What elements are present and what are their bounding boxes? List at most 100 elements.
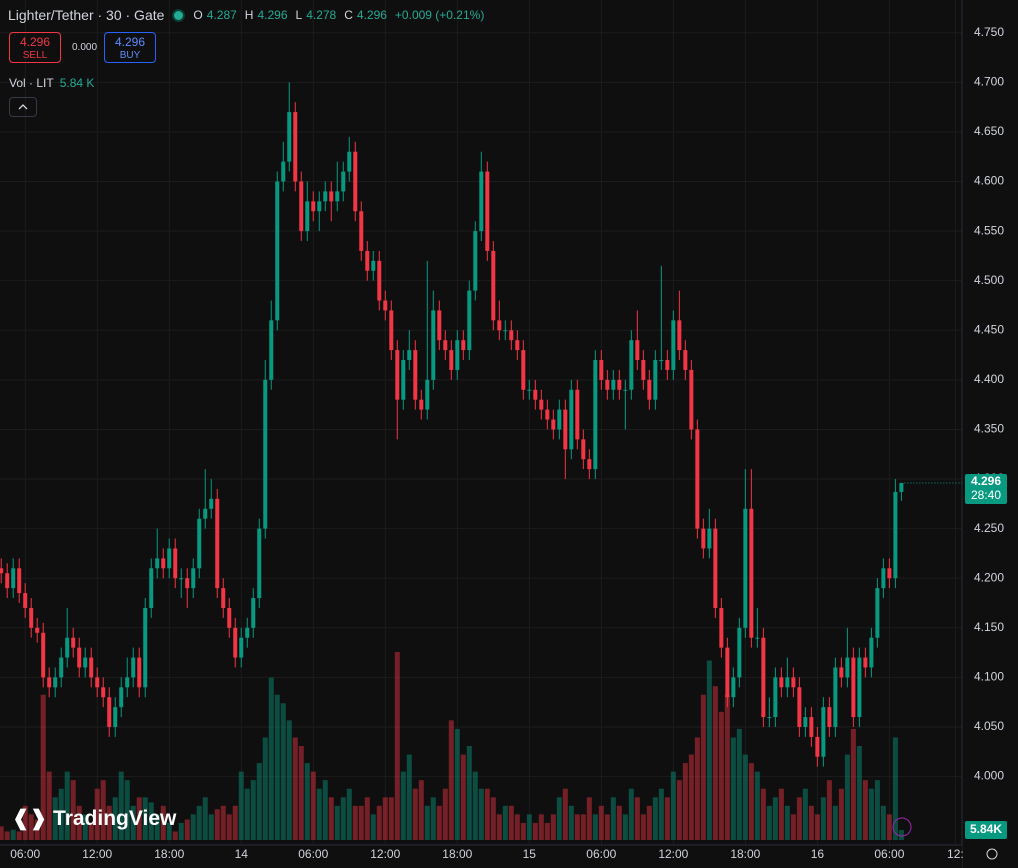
volume-bar	[844, 754, 850, 840]
volume-bar	[898, 830, 904, 840]
candle-body	[41, 632, 46, 678]
candle-body	[539, 399, 544, 410]
volume-bar	[772, 797, 778, 840]
volume-bar	[370, 814, 376, 840]
candle-body	[737, 627, 742, 678]
volume-bar	[76, 805, 82, 840]
candle-body	[53, 677, 58, 688]
candle-body	[467, 290, 472, 351]
chevron	[18, 104, 28, 110]
candle-body	[743, 508, 748, 628]
y-tick-label: 4.050	[974, 719, 1004, 733]
volume-bar	[856, 746, 862, 840]
volume-bar	[166, 822, 172, 840]
volume-bar	[640, 814, 646, 840]
candle-body	[665, 360, 670, 370]
candle-body	[293, 112, 298, 182]
volume-bar	[214, 809, 220, 840]
candle-body	[875, 588, 880, 638]
volume-bar	[34, 819, 40, 840]
volume-bar	[430, 797, 436, 840]
x-tick-label: 15	[523, 847, 537, 861]
candle-body	[11, 568, 16, 589]
candle-body	[245, 627, 250, 638]
candle-body	[107, 697, 112, 727]
candle-body	[215, 498, 220, 589]
candle-body	[191, 568, 196, 589]
candle-body	[833, 667, 838, 727]
volume-bar	[274, 694, 280, 840]
x-tick-label: 06:00	[298, 847, 328, 861]
candle-body	[419, 399, 424, 410]
candle-body	[869, 637, 874, 668]
candle-body	[491, 250, 496, 321]
volume-bar	[304, 763, 310, 840]
collapse-button[interactable]	[9, 97, 37, 117]
candle-body	[515, 340, 520, 351]
volume-bar	[718, 711, 724, 840]
volume-bar	[526, 814, 532, 840]
volume-bar	[538, 814, 544, 840]
volume-bar	[154, 814, 160, 840]
volume-bar	[814, 814, 820, 840]
volume-bar	[226, 814, 232, 840]
price-axis-bg	[962, 0, 1018, 868]
volume-bar	[112, 797, 118, 840]
x-tick-label: 06:00	[10, 847, 40, 861]
volume-bar	[448, 720, 454, 840]
candle-body	[899, 482, 904, 492]
volume-bar	[208, 814, 214, 840]
candle-body	[239, 637, 244, 658]
volume-bar	[820, 797, 826, 840]
volume-bar	[646, 805, 652, 840]
volume-value: 5.84 K	[59, 76, 95, 90]
volume-bar	[412, 788, 418, 840]
candle-body	[185, 578, 190, 589]
candle-body	[635, 340, 640, 361]
candle-body	[233, 627, 238, 658]
volume-bar	[28, 814, 34, 840]
volume-bar	[580, 814, 586, 840]
candle-body	[641, 360, 646, 380]
candle-body	[857, 657, 862, 718]
candle-body	[197, 518, 202, 569]
buy-button[interactable]: 4.296 BUY	[104, 32, 156, 63]
x-tick-label: 12:00	[82, 847, 112, 861]
volume-bar	[88, 822, 94, 840]
candle-body	[863, 657, 868, 668]
volume-bar	[136, 797, 142, 840]
sell-button[interactable]: 4.296 SELL	[9, 32, 61, 63]
volume-bar	[52, 797, 58, 840]
volume-bar	[238, 771, 244, 840]
y-tick-label: 4.700	[974, 74, 1004, 88]
volume-bar	[754, 771, 760, 840]
volume-bar	[490, 797, 496, 840]
candle-body	[575, 389, 580, 440]
x-tick-label: 06:00	[874, 847, 904, 861]
candle-body	[401, 360, 406, 400]
volume-bar	[160, 805, 166, 840]
volume-bar	[670, 771, 676, 840]
candle-body	[437, 310, 442, 341]
volume-bar	[862, 780, 868, 840]
volume-bar	[0, 826, 4, 840]
candle-body	[881, 568, 886, 589]
volume-bar	[784, 805, 790, 840]
candle-body	[755, 637, 760, 639]
buy-price: 4.296	[114, 35, 146, 49]
x-tick-label: 18:00	[442, 847, 472, 861]
volume-bar	[688, 754, 694, 840]
volume-bar	[124, 780, 130, 840]
candle-body	[305, 201, 310, 232]
volume-bar	[682, 763, 688, 840]
candle-body	[65, 637, 70, 658]
volume-bar	[550, 814, 556, 840]
candle-body	[473, 231, 478, 291]
candle-body	[455, 340, 460, 370]
volume-bar	[220, 805, 226, 840]
candle-body	[227, 607, 232, 628]
volume-bar	[196, 805, 202, 840]
volume-bar	[346, 788, 352, 840]
volume-bar	[148, 802, 154, 840]
